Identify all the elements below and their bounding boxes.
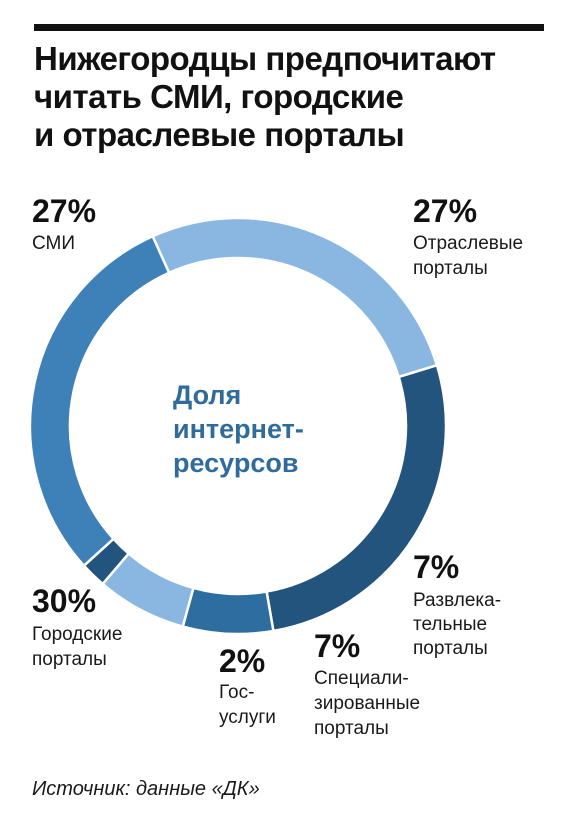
donut-slice-entertainment — [181, 586, 275, 636]
slice-category-label: Развлека- — [413, 590, 501, 611]
donut-slice-media — [151, 216, 439, 379]
slice-value-label: 27% — [32, 193, 96, 229]
slice-category-label: СМИ — [32, 233, 75, 254]
slice-label-city: 30% Городские порталы — [32, 583, 122, 670]
slice-label-media: 27% СМИ — [32, 193, 96, 254]
top-rule — [34, 24, 544, 31]
slice-label-specialized: 7% Специали- зированные порталы — [314, 628, 420, 739]
slice-category-label: тельные — [413, 614, 487, 635]
slice-label-industry: 27% Отраслевые порталы — [413, 193, 523, 279]
slice-category-label: зированные — [314, 693, 420, 714]
center-label-line: интернет- — [173, 414, 304, 444]
center-label-line: Доля — [173, 380, 241, 410]
slice-category-label: Гос- — [219, 682, 254, 703]
chart-title: Нижегородцы предпочитают читать СМИ, гор… — [34, 40, 554, 154]
donut-slice-city — [28, 234, 171, 568]
slice-value-label: 27% — [413, 193, 477, 229]
slice-label-entertainment: 7% Развлека- тельные порталы — [413, 549, 501, 659]
slice-label-gosuslugi: 2% Гос- услуги — [219, 643, 276, 728]
center-label: Доля интернет- ресурсов — [173, 380, 304, 478]
slice-category-label: порталы — [314, 718, 389, 739]
slice-category-label: Городские — [32, 624, 122, 645]
chart-title-line: и отраслевые порталы — [34, 116, 405, 153]
chart-title-line: Нижегородцы предпочитают — [34, 40, 496, 77]
slice-value-label: 30% — [32, 583, 96, 619]
slice-value-label: 7% — [314, 628, 360, 664]
chart-title-line: читать СМИ, городские — [34, 78, 404, 115]
slice-category-label: порталы — [32, 649, 107, 670]
source-note: Источник: данные «ДК» — [32, 778, 260, 800]
slice-category-label: Специали- — [314, 668, 409, 689]
slice-category-label: услуги — [219, 707, 276, 728]
donut-slices — [28, 216, 448, 636]
slice-category-label: порталы — [413, 258, 488, 279]
slice-category-label: Отраслевые — [413, 233, 523, 254]
slice-value-label: 2% — [219, 643, 265, 679]
center-label-line: ресурсов — [173, 448, 298, 478]
slice-category-label: порталы — [413, 638, 488, 659]
slice-value-label: 7% — [413, 549, 459, 585]
